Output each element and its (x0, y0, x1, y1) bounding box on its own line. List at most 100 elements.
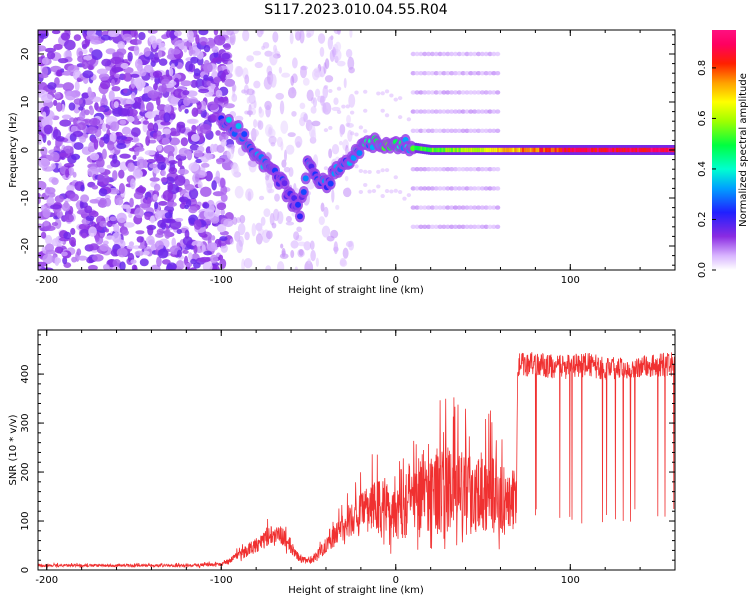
y-tick-label: 300 (20, 414, 31, 433)
harmonic-band-dot (376, 91, 381, 96)
spectral-blob (69, 193, 79, 202)
spectral-blob (108, 90, 115, 102)
spectral-blob (177, 168, 189, 175)
spectral-blob (182, 89, 190, 96)
spectral-blob (82, 70, 94, 79)
spectral-blob (255, 233, 263, 245)
spectral-blob (343, 77, 347, 89)
spectral-blob (144, 111, 157, 119)
spectral-blob (199, 123, 212, 134)
harmonic-band-dot (354, 132, 359, 137)
spectral-blob (269, 51, 278, 66)
harmonic-band-dot (433, 109, 439, 114)
ridge-core (449, 147, 452, 153)
spectral-blob (273, 44, 277, 53)
spectral-blob (80, 184, 85, 192)
spectral-blob (110, 56, 122, 65)
harmonic-band-dot (452, 186, 459, 191)
spectral-blob (101, 31, 110, 36)
harmonic-band-dot (367, 169, 372, 174)
ridge-core (637, 147, 640, 153)
spectral-blob (133, 96, 142, 104)
spectral-blob (123, 72, 133, 82)
harmonic-band-dot (441, 109, 447, 114)
spectral-blob (77, 255, 88, 261)
colorbar-label: Normalized spectral amplitude (738, 73, 749, 227)
spectral-blob (272, 31, 279, 43)
ridge-core (464, 147, 467, 153)
ridge-core (606, 147, 609, 153)
spectral-blob (200, 186, 212, 197)
spectral-blob (212, 57, 225, 63)
spectral-blob (296, 226, 302, 233)
spectral-blob (38, 180, 47, 191)
spectral-blob (197, 51, 204, 60)
harmonic-band-dot (464, 224, 470, 229)
harmonic-band-dot (418, 167, 424, 172)
ridge-core (487, 147, 490, 153)
spectral-blob (304, 260, 314, 270)
ridge-core (548, 147, 552, 153)
ridge-core (416, 145, 419, 151)
spectral-blob (220, 185, 228, 196)
harmonic-band-dot (495, 109, 501, 114)
harmonic-band-dot (468, 205, 474, 210)
spectral-blob (133, 77, 144, 87)
harmonic-band-dot (468, 109, 474, 114)
spectral-blob (133, 114, 139, 125)
spectral-blob (166, 30, 172, 39)
spectral-blob (281, 72, 291, 78)
harmonic-band-dot (363, 89, 368, 94)
spectral-blob (123, 88, 128, 94)
harmonic-band-dot (460, 90, 466, 95)
ridge-core (573, 147, 577, 153)
spectral-blob (123, 104, 133, 109)
spectral-blob (138, 244, 146, 250)
spectral-blob (247, 191, 252, 202)
harmonic-band-dot (479, 205, 485, 210)
spectral-blob (165, 176, 175, 185)
ridge-core (623, 147, 627, 153)
spectral-blob (164, 212, 173, 219)
harmonic-band-dot (429, 205, 436, 210)
spectral-blob (81, 59, 89, 70)
y-tick-label: 10 (20, 96, 31, 109)
harmonic-band-dot (475, 90, 482, 95)
spectral-blob (138, 31, 146, 41)
spectral-blob (143, 250, 150, 256)
x-tick-label: -100 (210, 575, 233, 586)
harmonic-band-dot (441, 186, 447, 191)
ridge-core (525, 147, 529, 153)
ridge-core (619, 147, 623, 153)
spectral-blob (182, 236, 193, 246)
spectral-blob (110, 159, 121, 168)
spectral-blob (226, 144, 236, 150)
spectral-blob (268, 135, 277, 145)
spectral-blob (156, 144, 163, 152)
ridge-core (491, 147, 494, 153)
spectral-blob (242, 30, 250, 42)
spectral-blob (96, 68, 108, 75)
harmonic-band-dot (456, 109, 462, 114)
harmonic-band-dot (468, 51, 474, 57)
spectral-blob (330, 229, 339, 239)
ridge-core (633, 147, 636, 153)
spectral-blob (216, 158, 223, 165)
spectral-blob (88, 226, 97, 237)
spectral-blob (112, 170, 118, 181)
spectral-blob (166, 201, 177, 207)
spectral-blob (298, 249, 304, 256)
spectral-blob (164, 104, 172, 114)
spectral-blob (99, 243, 109, 252)
spectral-blob (211, 180, 217, 191)
spectral-blob (96, 157, 105, 169)
x-tick-label: -100 (210, 275, 233, 286)
ridge-core (614, 147, 617, 153)
harmonic-band-dot (445, 186, 451, 191)
spectral-blob (147, 225, 154, 236)
ridge-core (552, 147, 556, 153)
spectral-blob (183, 45, 188, 53)
spectral-blob (220, 193, 228, 202)
harmonic-band-dot (389, 93, 394, 98)
